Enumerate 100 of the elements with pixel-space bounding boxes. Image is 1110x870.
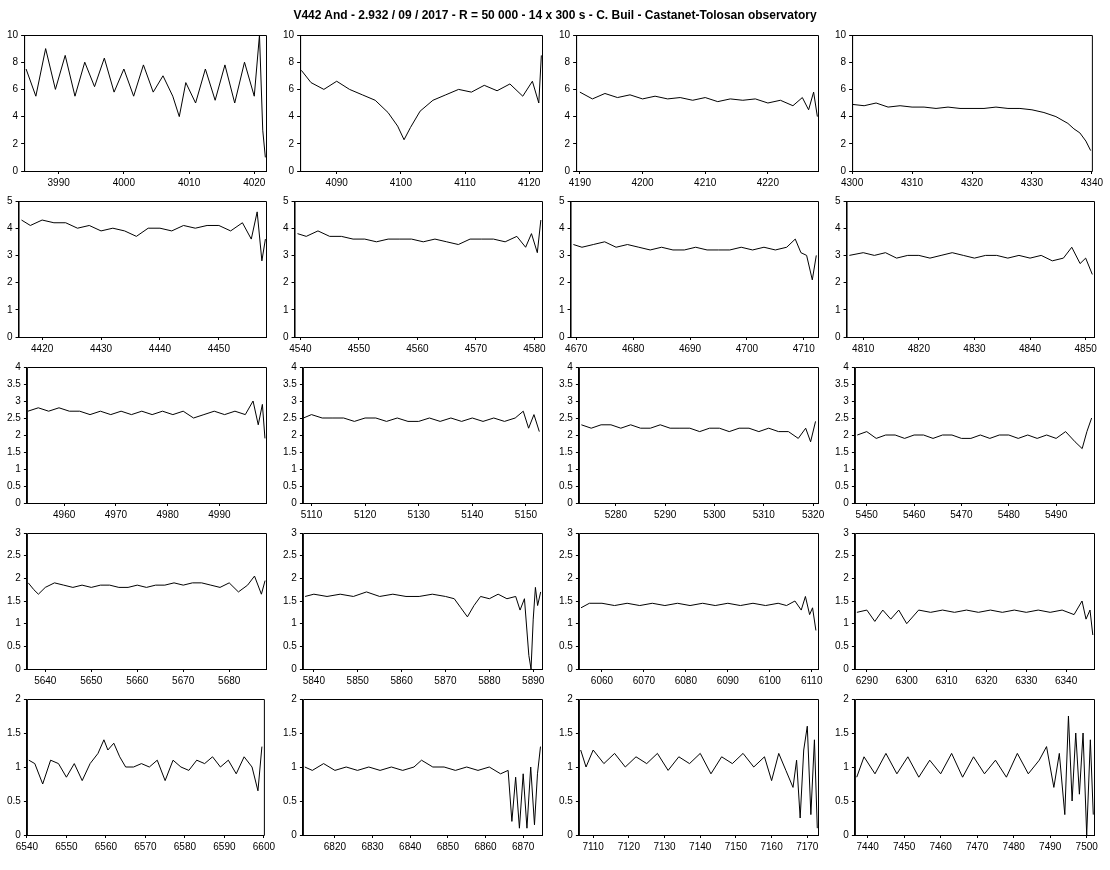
y-tick-label: 2 xyxy=(291,572,298,584)
y-tick-label: 0 xyxy=(291,496,298,508)
x-tick-label: 6600 xyxy=(252,840,276,852)
y-tick-label: 2.5 xyxy=(7,549,22,561)
y-tick-label: 1.5 xyxy=(835,445,850,457)
y-tick-label: 0 xyxy=(564,164,571,176)
y-tick-label: 0.5 xyxy=(835,794,850,806)
y-tick-label: 0.5 xyxy=(559,794,574,806)
x-tick-label: 4580 xyxy=(523,342,546,354)
x-tick-label: 4430 xyxy=(89,342,113,354)
y-tick-label: 2.5 xyxy=(283,549,298,561)
x-tick-label: 5480 xyxy=(997,508,1021,520)
x-tick-label: 7170 xyxy=(796,840,819,852)
x-tick-label: 7470 xyxy=(966,840,989,852)
y-tick-label: 1 xyxy=(843,462,850,474)
x-tick-label: 4540 xyxy=(289,342,312,354)
y-tick-label: 10 xyxy=(7,28,19,40)
y-tick-label: 1.5 xyxy=(559,445,574,457)
x-tick-label: 4210 xyxy=(694,176,717,188)
y-tick-label: 3 xyxy=(291,526,298,538)
y-tick-label: 3 xyxy=(283,249,289,261)
y-tick-label: 3 xyxy=(843,526,850,538)
x-tick-label: 7480 xyxy=(1002,840,1026,852)
y-tick-label: 3 xyxy=(559,249,565,261)
x-tick-label: 7460 xyxy=(929,840,953,852)
x-tick-label: 4830 xyxy=(963,342,987,354)
y-tick-label: 2 xyxy=(567,428,574,440)
x-tick-label: 5850 xyxy=(346,674,370,686)
x-tick-label: 4120 xyxy=(518,176,541,188)
y-tick-label: 3 xyxy=(7,249,13,261)
x-tick-label: 4010 xyxy=(177,176,201,188)
x-tick-label: 6340 xyxy=(1054,674,1078,686)
y-tick-label: 1 xyxy=(291,617,298,629)
y-tick-label: 2 xyxy=(840,137,847,149)
x-tick-label: 4970 xyxy=(104,508,128,520)
x-tick-label: 6060 xyxy=(590,674,614,686)
y-tick-label: 0.5 xyxy=(7,479,22,491)
y-tick-label: 0 xyxy=(843,828,850,840)
x-tick-label: 7160 xyxy=(760,840,784,852)
x-tick-label: 6110 xyxy=(800,674,823,686)
y-tick-label: 6 xyxy=(288,83,295,95)
x-tick-label: 6570 xyxy=(134,840,157,852)
y-tick-label: 1 xyxy=(291,760,298,772)
y-tick-label: 0.5 xyxy=(559,479,574,491)
y-tick-label: 3 xyxy=(291,394,298,406)
y-tick-label: 4 xyxy=(843,360,850,372)
y-tick-label: 2 xyxy=(567,692,574,704)
text: V442 And - 2.932 / 09 / 2017 - R = 50 000 - 14 x 300 s - C. Buil - Castanet-Tolosan observatory xyxy=(292,7,818,24)
x-tick-label: 6580 xyxy=(173,840,197,852)
x-tick-label: 5310 xyxy=(752,508,776,520)
x-tick-label: 4330 xyxy=(1020,176,1044,188)
y-tick-label: 5 xyxy=(559,194,565,206)
x-tick-label: 7490 xyxy=(1039,840,1062,852)
y-tick-label: 1 xyxy=(559,303,565,315)
y-tick-label: 1 xyxy=(291,462,298,474)
x-tick-label: 4310 xyxy=(900,176,924,188)
x-tick-label: 5840 xyxy=(302,674,326,686)
x-tick-label: 7140 xyxy=(689,840,712,852)
y-tick-label: 5 xyxy=(7,194,13,206)
x-tick-label: 6860 xyxy=(474,840,498,852)
y-tick-label: 2 xyxy=(7,276,13,288)
y-tick-label: 0 xyxy=(7,330,13,342)
x-tick-label: 5640 xyxy=(34,674,57,686)
x-tick-label: 6290 xyxy=(855,674,879,686)
x-tick-label: 6310 xyxy=(935,674,959,686)
x-tick-label: 5680 xyxy=(218,674,241,686)
y-tick-label: 2 xyxy=(15,572,22,584)
x-tick-label: 4420 xyxy=(31,342,54,354)
y-tick-label: 10 xyxy=(283,28,295,40)
y-tick-label: 2 xyxy=(15,428,22,440)
x-tick-label: 5460 xyxy=(902,508,926,520)
x-tick-label: 4810 xyxy=(852,342,875,354)
x-tick-label: 7450 xyxy=(893,840,916,852)
x-tick-label: 5650 xyxy=(80,674,103,686)
x-tick-label: 5280 xyxy=(604,508,628,520)
y-tick-label: 2 xyxy=(288,137,295,149)
y-tick-label: 3 xyxy=(15,526,22,538)
x-tick-label: 4300 xyxy=(841,176,864,188)
y-tick-label: 2 xyxy=(291,428,298,440)
x-tick-label: 7440 xyxy=(856,840,880,852)
y-tick-label: 0 xyxy=(283,330,289,342)
y-tick-label: 0 xyxy=(291,662,298,674)
x-tick-label: 4090 xyxy=(325,176,349,188)
x-tick-label: 6100 xyxy=(758,674,782,686)
y-tick-label: 0 xyxy=(835,330,841,342)
x-tick-label: 4990 xyxy=(208,508,231,520)
y-tick-label: 0 xyxy=(567,828,574,840)
y-tick-label: 0.5 xyxy=(835,479,850,491)
x-tick-label: 5880 xyxy=(478,674,501,686)
y-tick-label: 1 xyxy=(843,617,850,629)
y-tick-label: 0 xyxy=(559,330,565,342)
x-tick-label: 4700 xyxy=(735,342,759,354)
y-tick-label: 4 xyxy=(288,110,295,122)
y-tick-label: 3 xyxy=(567,394,574,406)
x-tick-label: 4550 xyxy=(347,342,371,354)
y-tick-label: 1 xyxy=(283,303,289,315)
y-tick-label: 1.5 xyxy=(7,445,22,457)
x-tick-label: 7130 xyxy=(653,840,677,852)
y-tick-label: 5 xyxy=(283,194,289,206)
y-tick-label: 4 xyxy=(7,221,13,233)
